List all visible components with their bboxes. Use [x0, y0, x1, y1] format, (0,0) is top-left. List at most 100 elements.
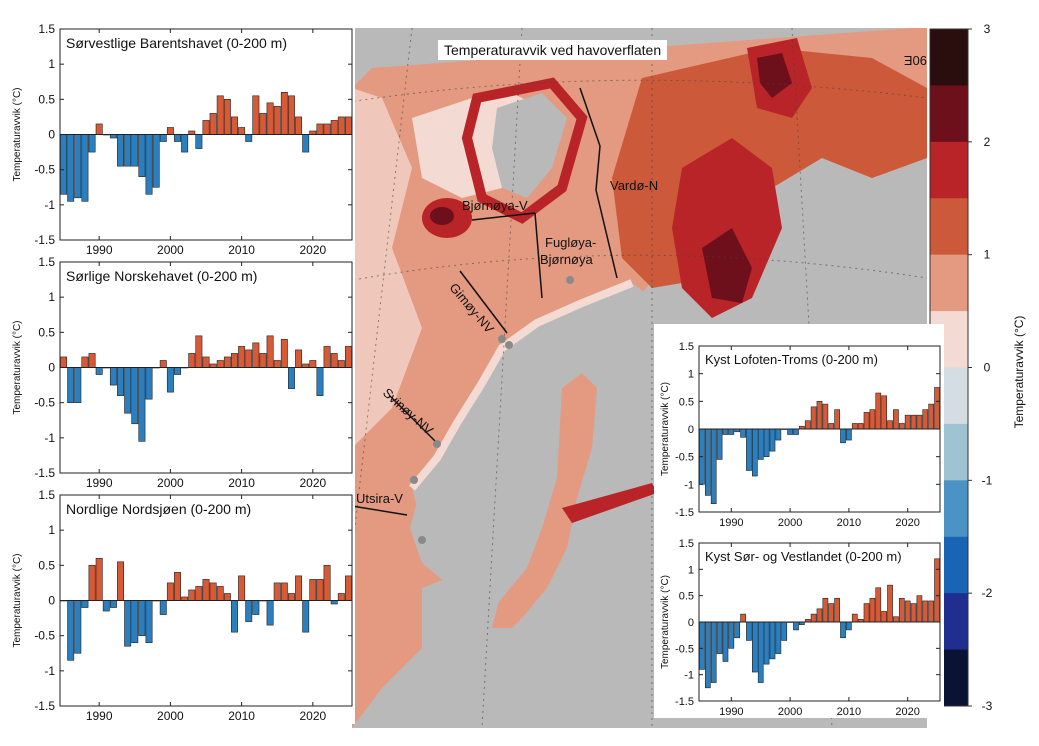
data-bar: [145, 600, 153, 644]
section-line-bjornoya: [471, 212, 536, 221]
data-bar: [238, 346, 246, 368]
data-bar: [280, 339, 288, 368]
data-bar: [746, 428, 752, 471]
x-tick-label: 2020: [299, 476, 326, 490]
data-bar: [181, 596, 189, 601]
data-bar: [109, 134, 117, 139]
data-bar: [67, 600, 75, 661]
section-line-utsira: [352, 505, 408, 516]
bjornoya-hot-spot: [430, 207, 454, 225]
colorbar-tick-label: -2: [982, 586, 993, 600]
data-bar: [722, 428, 729, 435]
data-bar: [216, 95, 224, 135]
data-bar: [231, 116, 238, 135]
data-bar: [159, 134, 167, 142]
svalbard-warm-ring: [461, 77, 588, 224]
data-bar: [166, 582, 174, 601]
data-bar: [816, 401, 823, 430]
data-bar: [117, 367, 124, 396]
section-line-fugloya: [534, 212, 543, 299]
data-bar: [188, 589, 196, 601]
data-bar: [793, 621, 799, 631]
data-bar: [734, 621, 741, 639]
data-bar: [302, 363, 310, 368]
data-bar: [337, 360, 345, 368]
data-bar: [152, 134, 160, 188]
y-tick-label: 1: [48, 290, 55, 304]
data-bar: [67, 367, 75, 403]
data-bar: [740, 428, 746, 438]
data-bar: [699, 621, 705, 670]
section-label-bjornoya-v: Bjørnøya-V: [462, 198, 528, 213]
data-bar: [195, 586, 203, 601]
x-tick-label: 1990: [86, 709, 113, 723]
y-axis-label: Temperaturavvik (°C): [12, 320, 23, 414]
x-tick-label: 2010: [837, 706, 861, 718]
data-bar: [252, 95, 260, 135]
data-bar: [910, 603, 917, 623]
x-tick-label: 2010: [837, 517, 861, 529]
data-bar: [273, 106, 281, 135]
data-bar: [893, 616, 899, 623]
data-bar: [195, 134, 203, 149]
barents-hot: [672, 138, 782, 318]
data-bar: [763, 428, 770, 457]
data-bar: [202, 579, 210, 601]
x-tick-label: 2000: [157, 243, 184, 257]
y-tick-label: 0: [48, 128, 55, 142]
data-bar: [131, 134, 139, 167]
data-bar: [295, 116, 303, 135]
data-bar: [273, 582, 281, 601]
data-bar: [195, 335, 203, 368]
y-axis-label: Temperaturavvik (°C): [12, 87, 23, 181]
x-tick-label: 2010: [228, 709, 255, 723]
data-bar: [102, 600, 110, 612]
data-bar: [344, 575, 352, 601]
data-bar: [109, 600, 117, 608]
data-bar: [309, 130, 317, 135]
chart-title: Sørlige Norskehavet (0-200 m): [66, 268, 257, 284]
colorbar-tick-label: 2: [984, 135, 991, 149]
kara-hottest: [757, 53, 792, 98]
x-tick-label: 1990: [719, 517, 743, 529]
station-dot: [566, 276, 574, 284]
y-tick-label: -1: [684, 670, 694, 682]
y-tick-label: 0.5: [679, 591, 694, 603]
station-dot: [410, 476, 418, 484]
x-tick-label: 1990: [86, 243, 113, 257]
data-bar: [238, 127, 246, 135]
data-bar: [728, 428, 735, 435]
y-axis-label: Temperaturavvik (°C): [12, 553, 23, 647]
y-tick-label: 0: [688, 617, 694, 629]
data-bar: [710, 428, 717, 504]
data-bar: [787, 428, 793, 435]
data-bar: [88, 353, 96, 368]
data-bar: [124, 600, 132, 647]
chart-kyst-sor-og-vestlandet: 1.5 1 0.5 0 -0.5 -1 -1.5 1990 2000 2010 2020 Temper…: [654, 528, 944, 718]
data-bar: [124, 367, 132, 414]
y-tick-label: -1.5: [34, 466, 55, 480]
data-bar: [822, 403, 829, 430]
data-bar: [875, 392, 882, 430]
section-label-fugloya-line2: Bjørnøya: [540, 252, 593, 267]
data-bar: [181, 134, 189, 153]
data-bar: [60, 134, 68, 195]
colorbar-segment: [930, 85, 968, 143]
sea-light-band: [352, 88, 422, 448]
y-tick-label: -0.5: [34, 396, 55, 410]
x-tick-label: 2020: [299, 709, 326, 723]
y-tick-label: -0.5: [675, 643, 694, 655]
data-bar: [710, 621, 717, 683]
chart-title: Sørvestlige Barentshavet (0-200 m): [66, 35, 287, 51]
gulf-of-finland: [562, 483, 657, 523]
chart-sorlige-norskehavet: 1.5 1 0.5 0 -0.5 -1 -1.5 1990 2000 2010 2020 Temper…: [0, 255, 355, 491]
data-bar: [316, 579, 324, 601]
data-bar: [216, 360, 224, 368]
longitude-label: 90E: [904, 53, 927, 68]
data-bar: [231, 600, 238, 633]
data-bar: [704, 428, 711, 496]
data-bar: [910, 414, 917, 430]
data-bar: [887, 584, 893, 623]
data-bar: [174, 572, 181, 601]
station-dots: [410, 276, 574, 544]
